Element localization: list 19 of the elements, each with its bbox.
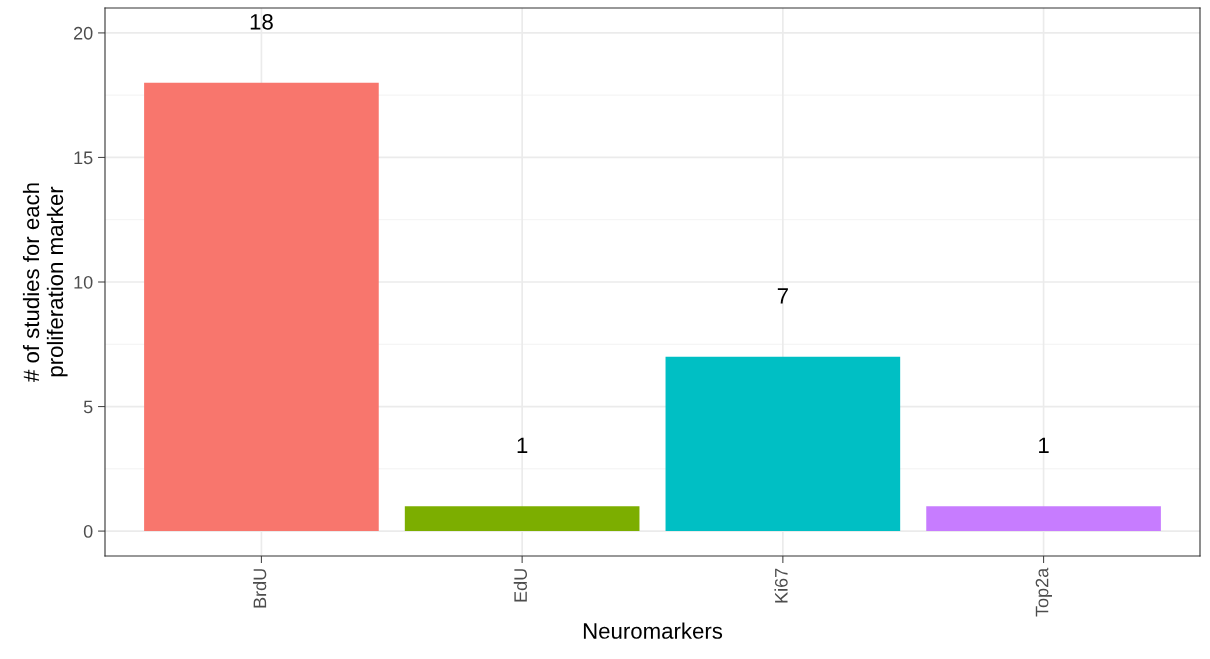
y-tick-label: 20 xyxy=(74,26,93,40)
data-label: 18 xyxy=(250,13,273,30)
x-axis-title: Neuromarkers xyxy=(583,622,723,639)
bar xyxy=(665,356,901,532)
data-label: 1 xyxy=(1039,437,1049,453)
x-tick-label: Ki67 xyxy=(774,568,788,603)
data-label: 7 xyxy=(777,288,788,304)
x-tick-label: Top2a xyxy=(1035,567,1052,617)
bar xyxy=(144,82,379,532)
y-axis-title: # of studies for each proliferation marker xyxy=(22,183,68,382)
bar xyxy=(926,506,1161,532)
x-tick-label: EdU xyxy=(513,569,527,602)
x-tick-label: BrdU xyxy=(253,569,267,608)
y-tick-label: 5 xyxy=(83,400,93,414)
data-label: 1 xyxy=(517,437,528,453)
bar xyxy=(404,506,640,532)
y-tick-label: 10 xyxy=(74,275,93,289)
y-tick-label: 15 xyxy=(74,151,93,165)
y-tick-label: 0 xyxy=(83,525,93,538)
